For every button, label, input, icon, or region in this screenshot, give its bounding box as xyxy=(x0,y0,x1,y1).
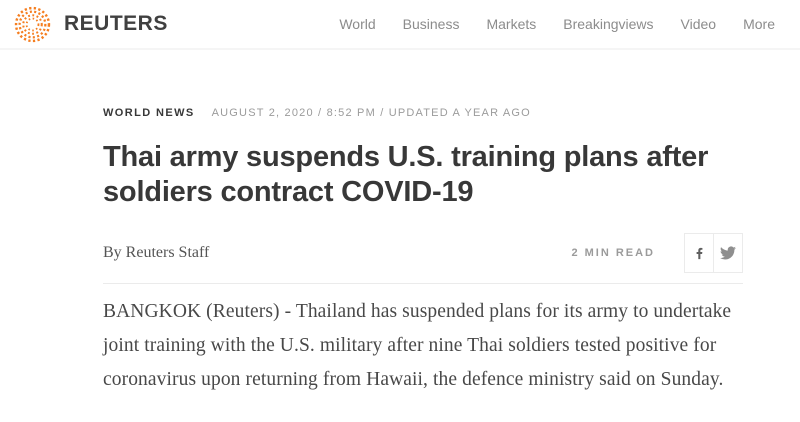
article-headline: Thai army suspends U.S. training plans a… xyxy=(103,141,709,208)
divider xyxy=(103,283,743,284)
nav-item-world[interactable]: World xyxy=(339,16,376,32)
byline-row: By Reuters Staff 2 MIN READ xyxy=(103,233,743,273)
share-facebook-button[interactable] xyxy=(684,233,714,273)
section-label[interactable]: WORLD NEWS xyxy=(103,107,195,119)
article-meta-row: WORLD NEWS AUGUST 2, 2020 / 8:52 PM / UP… xyxy=(103,107,743,119)
share-buttons xyxy=(684,233,743,273)
reuters-sunburst-icon xyxy=(14,6,51,42)
article-timestamp: AUGUST 2, 2020 / 8:52 PM / UPDATED A YEA… xyxy=(211,107,531,119)
nav-item-more[interactable]: More xyxy=(743,16,775,32)
main-nav: World Business Markets Breakingviews Vid… xyxy=(339,16,775,32)
byline: By Reuters Staff xyxy=(103,244,210,261)
top-nav-bar: REUTERS World Business Markets Breakingv… xyxy=(0,0,800,50)
twitter-icon xyxy=(720,246,736,260)
article-body: BANGKOK (Reuters) - Thailand has suspend… xyxy=(103,301,732,390)
nav-item-business[interactable]: Business xyxy=(402,16,460,32)
article: WORLD NEWS AUGUST 2, 2020 / 8:52 PM / UP… xyxy=(103,107,743,397)
brand-wordmark: REUTERS xyxy=(64,12,168,35)
share-twitter-button[interactable] xyxy=(713,233,743,273)
facebook-icon xyxy=(696,247,702,259)
nav-item-breakingviews[interactable]: Breakingviews xyxy=(563,16,654,32)
byline-right: 2 MIN READ xyxy=(571,233,743,273)
nav-item-markets[interactable]: Markets xyxy=(486,16,537,32)
nav-item-video[interactable]: Video xyxy=(680,16,717,32)
read-time: 2 MIN READ xyxy=(571,247,655,259)
reuters-logo[interactable]: REUTERS xyxy=(14,6,168,43)
